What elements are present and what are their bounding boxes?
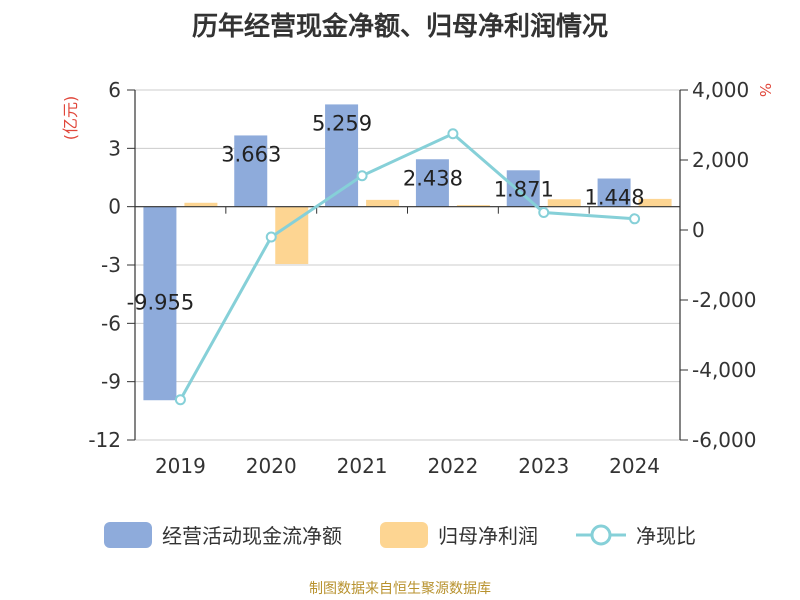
legend: 经营活动现金流净额 归母净利润 净现比 xyxy=(0,520,800,549)
right-tick-label: 2,000 xyxy=(692,148,749,172)
bar-parent-profit[interactable] xyxy=(638,198,672,207)
x-tick-label: 2024 xyxy=(609,454,660,478)
right-tick-label: -6,000 xyxy=(692,428,756,452)
bar-parent-profit[interactable] xyxy=(547,199,581,207)
left-tick-label: -6 xyxy=(101,311,121,335)
data-label-operating-cash: 1.448 xyxy=(585,186,645,210)
point-ratio[interactable] xyxy=(538,207,550,218)
right-tick-label: 0 xyxy=(692,218,705,242)
legend-swatch-ratio-icon xyxy=(576,524,626,545)
left-tick-label: -12 xyxy=(88,428,121,452)
right-tick-label: -4,000 xyxy=(692,358,756,382)
x-tick-label: 2022 xyxy=(427,454,478,478)
bar-operating-cash[interactable] xyxy=(506,170,540,207)
left-tick-label: -9 xyxy=(101,370,121,394)
legend-label-ratio: 净现比 xyxy=(636,524,696,548)
data-label-operating-cash: 1.871 xyxy=(494,177,554,201)
chart-title: 历年经营现金净额、归母净利润情况 xyxy=(191,12,608,42)
legend-swatch-operating-cash xyxy=(104,521,152,548)
bar-operating-cash[interactable] xyxy=(415,159,449,207)
bar-parent-profit[interactable] xyxy=(366,199,400,207)
legend-label-parent-profit: 归母净利润 xyxy=(438,524,538,548)
left-tick-label: 6 xyxy=(108,78,121,102)
legend-item-ratio[interactable]: 净现比 xyxy=(576,520,696,549)
left-tick-label: -3 xyxy=(101,253,121,277)
left-tick-label: 0 xyxy=(108,195,121,219)
right-tick-label: -2,000 xyxy=(692,288,756,312)
plot-area: (亿元) % 6 3 0 -3 -6 -9 -12 4,000 2,000 0 -2,000 -4,0… xyxy=(61,78,774,478)
bar-parent-profit[interactable] xyxy=(184,202,218,207)
x-tick-label: 2023 xyxy=(518,454,569,478)
data-label-operating-cash: -9.955 xyxy=(127,290,195,314)
data-label-operating-cash: 2.438 xyxy=(403,166,463,190)
data-label-operating-cash: 5.259 xyxy=(312,111,372,135)
point-ratio[interactable] xyxy=(629,213,641,225)
data-label-operating-cash: 3.663 xyxy=(221,142,281,166)
legend-item-operating-cash[interactable]: 经营活动现金流净额 xyxy=(104,520,342,549)
point-ratio[interactable] xyxy=(447,128,459,140)
bar-parent-profit[interactable] xyxy=(456,205,490,207)
line-ratio[interactable] xyxy=(179,131,635,401)
x-tick-label: 2019 xyxy=(155,454,206,478)
left-tick-label: 3 xyxy=(108,136,121,160)
right-tick-label: 4,000 xyxy=(692,78,749,102)
point-ratio[interactable] xyxy=(174,394,186,406)
legend-item-parent-profit[interactable]: 归母净利润 xyxy=(380,520,538,549)
left-axis-unit: (亿元) xyxy=(61,96,80,141)
bar-operating-cash[interactable] xyxy=(597,178,631,207)
x-tick-label: 2020 xyxy=(246,454,297,478)
point-ratio[interactable] xyxy=(356,170,368,182)
point-ratio[interactable] xyxy=(265,231,277,243)
x-tick-label: 2021 xyxy=(337,454,388,478)
source-note: 制图数据来自恒生聚源数据库 xyxy=(309,581,491,597)
bar-operating-cash[interactable] xyxy=(234,135,268,207)
legend-label-operating-cash: 经营活动现金流净额 xyxy=(162,524,342,548)
legend-swatch-parent-profit xyxy=(380,521,428,548)
bar-operating-cash[interactable] xyxy=(143,206,177,401)
right-axis-unit: % xyxy=(756,83,774,97)
